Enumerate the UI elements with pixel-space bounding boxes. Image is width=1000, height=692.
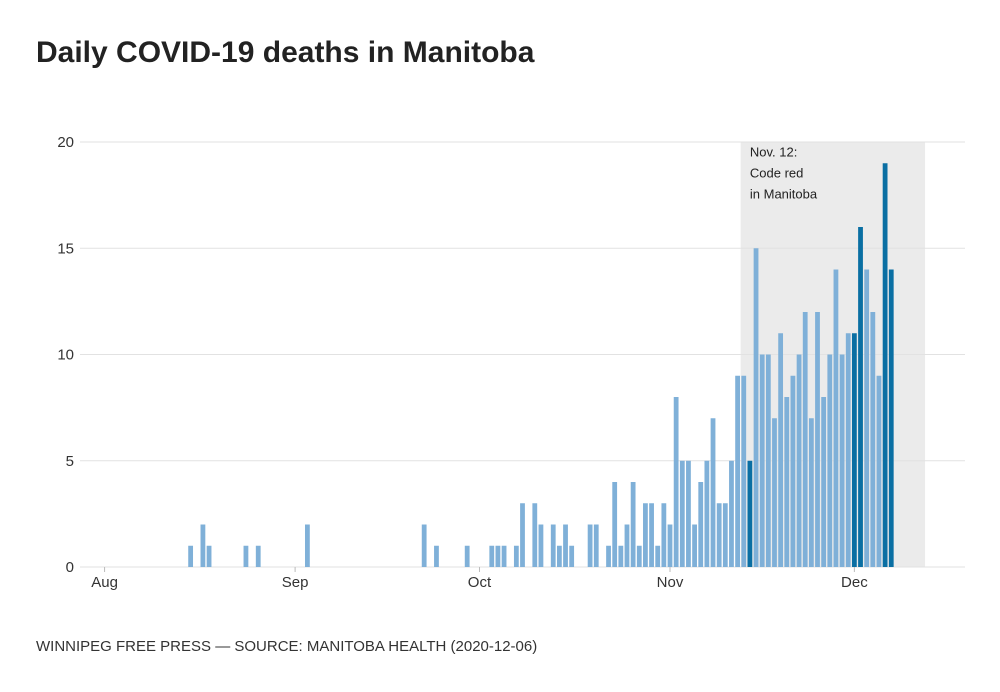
y-tick-label: 20 — [57, 134, 74, 151]
bar — [858, 227, 863, 567]
x-tick-label: Dec — [841, 574, 868, 591]
bar — [495, 545, 501, 567]
bar — [686, 460, 691, 567]
bar — [888, 269, 894, 567]
bar — [778, 333, 784, 567]
bar — [206, 545, 212, 567]
annotation-line: Nov. 12: — [750, 145, 797, 160]
annotation-line: in Manitoba — [750, 187, 818, 202]
bar — [870, 312, 876, 567]
bar — [501, 545, 507, 567]
bar — [532, 503, 538, 567]
x-tick-label: Nov — [657, 574, 684, 591]
bar — [710, 418, 716, 567]
bar — [845, 333, 851, 567]
bar — [704, 460, 710, 567]
bar — [661, 503, 667, 567]
bar — [624, 524, 630, 567]
bar — [563, 524, 568, 567]
bar — [200, 524, 206, 567]
bar — [772, 418, 777, 567]
x-tick-label: Oct — [468, 574, 492, 591]
bar — [802, 312, 808, 567]
bar — [421, 524, 427, 567]
bar — [796, 354, 802, 567]
bar — [606, 545, 611, 567]
y-tick-label: 0 — [66, 559, 74, 576]
bar — [839, 354, 845, 567]
bar — [255, 545, 261, 567]
bar — [827, 354, 833, 567]
bar — [698, 482, 704, 567]
source-note: WINNIPEG FREE PRESS — SOURCE: MANITOBA H… — [36, 638, 538, 655]
bar — [667, 524, 673, 567]
bar — [765, 354, 771, 567]
bar — [556, 545, 562, 567]
bar — [569, 545, 575, 567]
bar — [815, 312, 820, 567]
bar — [587, 524, 593, 567]
bar — [833, 269, 839, 567]
bar — [489, 545, 495, 567]
bar — [821, 397, 827, 567]
bar — [520, 503, 525, 567]
y-tick-label: 5 — [66, 453, 74, 470]
bar — [741, 375, 747, 567]
bar — [759, 354, 765, 567]
bar — [851, 333, 857, 567]
bar — [538, 524, 544, 567]
bar — [643, 503, 648, 567]
bar — [612, 482, 618, 567]
bar — [753, 248, 759, 567]
bar — [649, 503, 654, 567]
bar — [679, 460, 685, 567]
bar — [747, 460, 753, 567]
y-tick-label: 10 — [57, 347, 74, 364]
bar — [550, 524, 556, 567]
bar — [630, 482, 636, 567]
bar — [735, 375, 741, 567]
bar — [636, 545, 642, 567]
annotation-line: Code red — [750, 166, 803, 181]
bar — [188, 545, 194, 567]
bar — [808, 418, 814, 567]
bar — [790, 375, 796, 567]
bar — [513, 545, 519, 567]
bar — [673, 397, 679, 567]
bar — [655, 545, 661, 567]
bar — [464, 545, 470, 567]
bar — [876, 375, 882, 567]
bar — [729, 460, 734, 567]
bar — [716, 503, 722, 567]
bar — [618, 545, 624, 567]
bar — [722, 503, 728, 567]
chart-title: Daily COVID-19 deaths in Manitoba — [36, 36, 535, 69]
bar — [692, 524, 697, 567]
x-tick-label: Aug — [91, 574, 118, 591]
bar — [882, 163, 888, 567]
bar — [864, 269, 870, 567]
x-tick-label: Sep — [282, 574, 309, 591]
bar — [784, 397, 790, 567]
y-tick-label: 15 — [57, 240, 74, 257]
bar — [243, 545, 249, 567]
bar — [304, 524, 310, 567]
bar — [593, 524, 599, 567]
bar — [434, 545, 439, 567]
